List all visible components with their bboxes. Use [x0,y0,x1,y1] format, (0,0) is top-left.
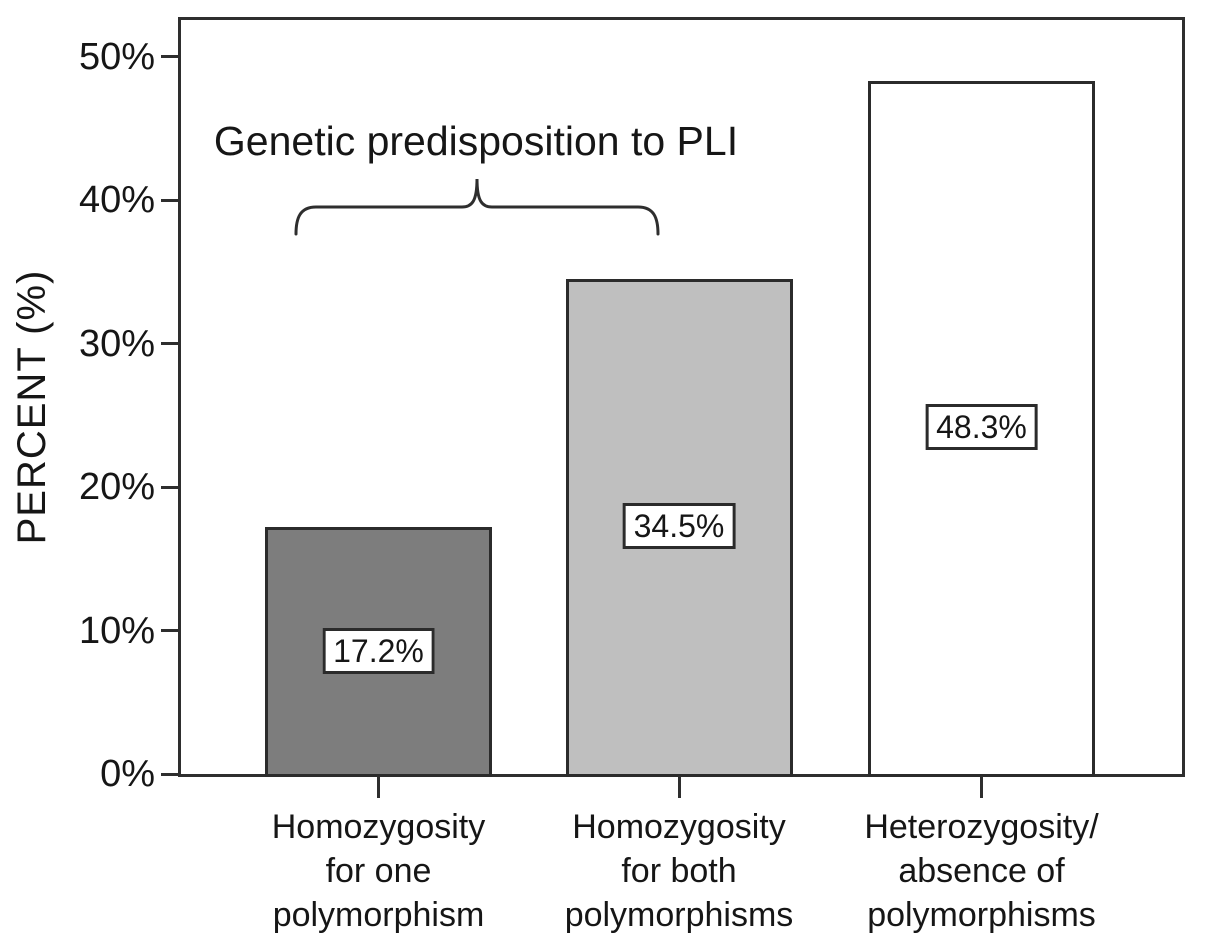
x-axis-label: Heterozygosity/ absence of polymorphisms [864,808,1099,934]
y-axis-tick-label: 40% [78,179,155,221]
annotation-text: Genetic predisposition to PLI [213,118,739,164]
y-axis-tick-label: 10% [78,609,155,652]
x-axis-tick [677,776,681,798]
y-axis-tick-label: 30% [78,322,155,365]
y-axis-tick [161,772,178,776]
bar-value-label: 34.5% [622,503,736,550]
bar-value-label: 48.3% [925,404,1038,451]
y-axis-tick [161,629,178,632]
y-axis-tick [161,55,178,58]
y-axis-title: PERCENT (%) [10,269,54,545]
x-axis-tick [377,776,380,798]
x-axis-tick [980,776,983,798]
y-axis-tick [161,198,178,202]
y-axis-tick-label: 0% [100,753,155,795]
y-axis-tick [161,342,178,345]
y-axis-tick [161,485,178,489]
bar-value-label: 17.2% [322,627,435,674]
x-axis-label: Homozygosity for both polymorphisms [564,808,794,934]
y-axis-tick-label: 20% [78,466,155,508]
y-axis-tick-label: 50% [78,35,155,78]
x-axis-label: Homozygosity for one polymorphism [271,808,486,934]
